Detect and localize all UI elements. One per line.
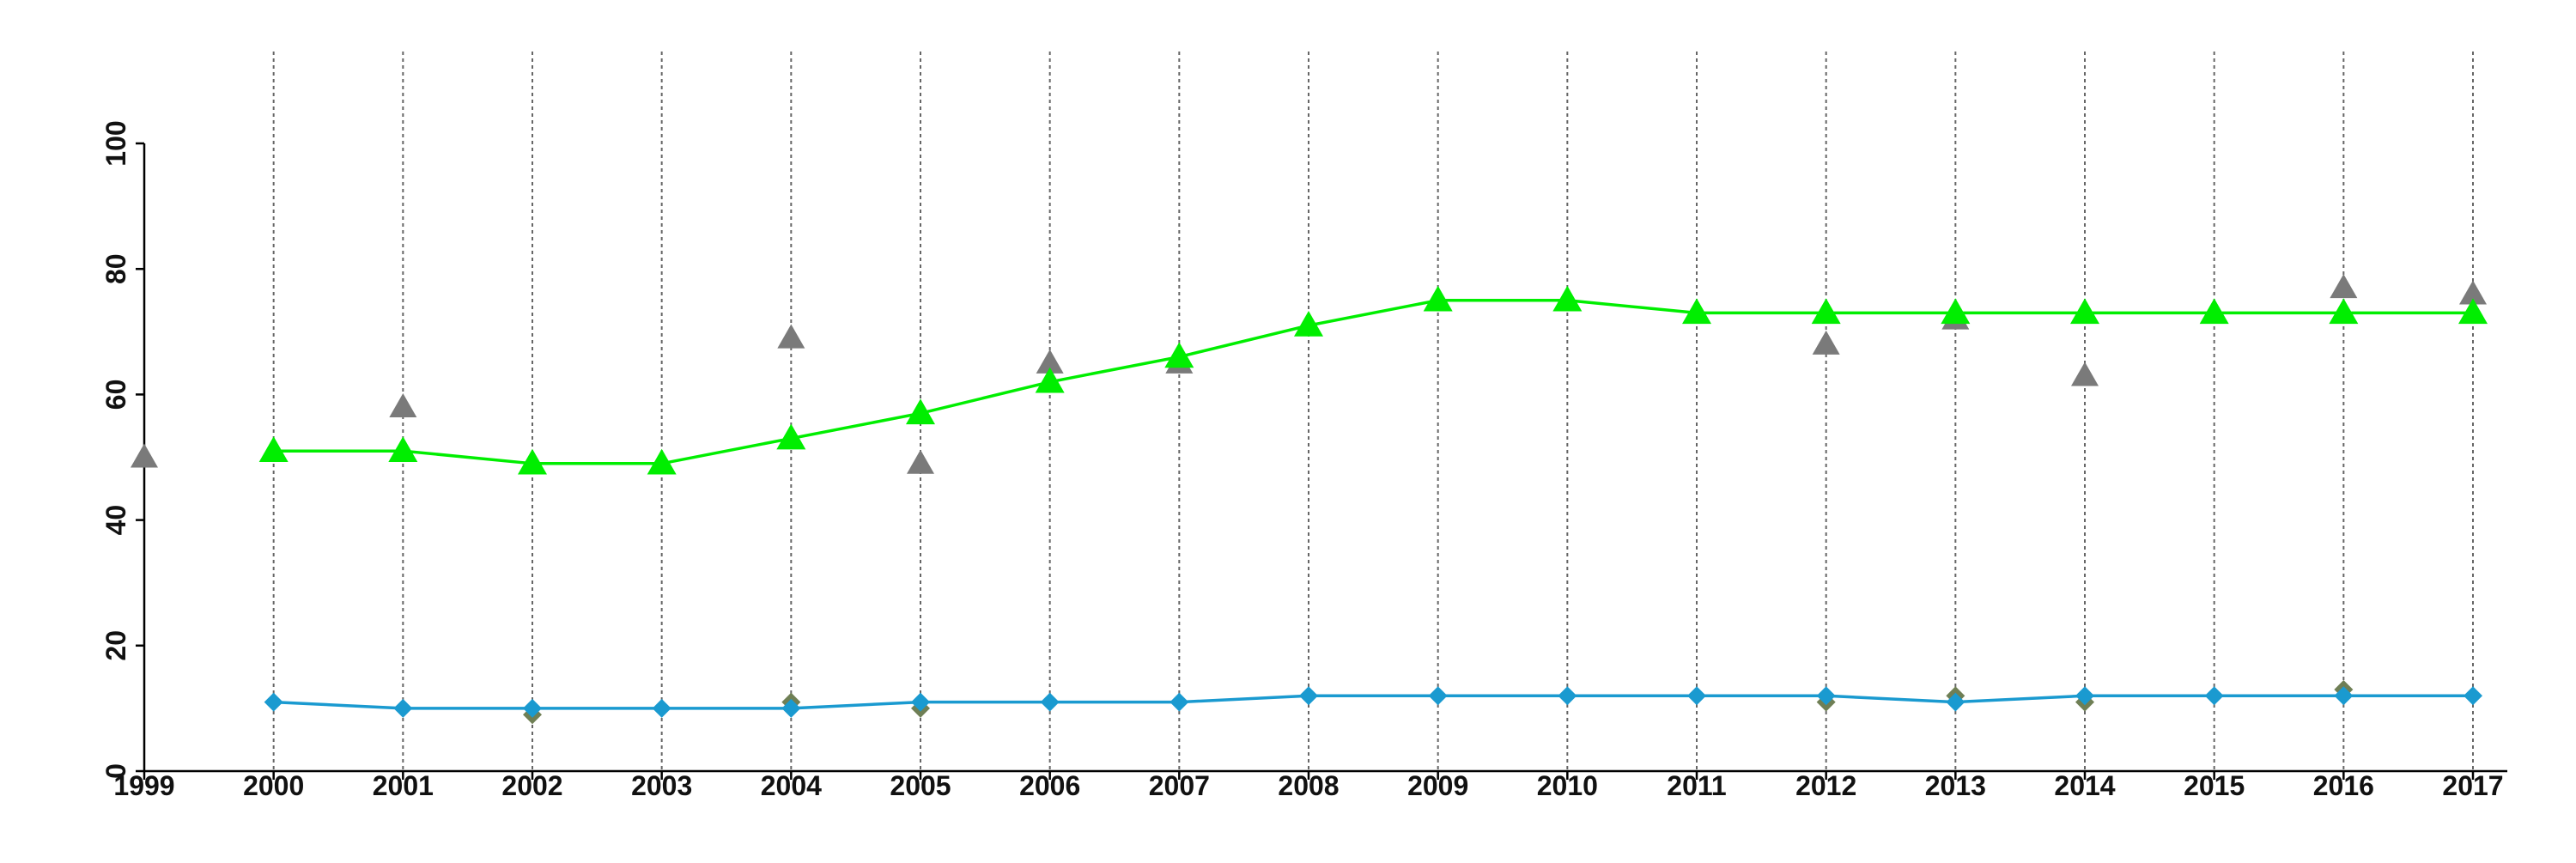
series-0-point-2014 — [2070, 298, 2099, 325]
series-0-point-2016 — [2329, 298, 2359, 325]
series-0-point-2000 — [258, 436, 289, 462]
series-2-point-2007 — [1170, 692, 1189, 712]
series-2-point-2010 — [1558, 686, 1577, 706]
x-tick-label-2012: 2012 — [1795, 770, 1856, 801]
series-0-line — [273, 299, 2473, 465]
series-2-point-2004 — [781, 698, 801, 718]
series-1-point-2017 — [2459, 280, 2487, 305]
x-tick-label-2009: 2009 — [1407, 770, 1468, 801]
series-2-point-2001 — [393, 698, 413, 718]
series-0-point-2004 — [776, 423, 806, 450]
x-tick-label-2017: 2017 — [2442, 770, 2503, 801]
series-1-point-2005 — [907, 449, 934, 474]
y-tick-label-80: 80 — [100, 253, 131, 284]
series-2-point-2008 — [1299, 686, 1318, 706]
series-0-point-2017 — [2458, 298, 2488, 325]
series-0-point-2007 — [1164, 342, 1194, 368]
series-2-point-2016 — [2334, 686, 2354, 706]
grid — [272, 52, 2474, 771]
series-0-point-2002 — [518, 448, 547, 475]
series-2-point-2006 — [1040, 692, 1060, 712]
series-2-point-2014 — [2075, 686, 2094, 706]
series-1-point-2006 — [1036, 349, 1064, 374]
x-tick-label-2008: 2008 — [1278, 770, 1339, 801]
x-tick-label-2014: 2014 — [2054, 770, 2115, 801]
x-tick-label-2013: 2013 — [1925, 770, 1986, 801]
series-1-point-2004 — [777, 324, 805, 349]
series-0-point-2009 — [1423, 285, 1453, 312]
y-tick-label-20: 20 — [100, 630, 131, 661]
series-0-point-2012 — [1811, 298, 1841, 325]
series-0-point-2010 — [1552, 285, 1583, 312]
x-tick-label-2011: 2011 — [1667, 770, 1726, 801]
series-2-point-2015 — [2204, 686, 2224, 706]
x-tick-label-2002: 2002 — [501, 770, 562, 801]
y-tick-label-100: 100 — [100, 120, 131, 166]
series-2-point-2000 — [264, 692, 283, 712]
x-tick-label-2003: 2003 — [631, 770, 692, 801]
series-2-point-2009 — [1428, 686, 1448, 706]
series-2-point-2012 — [1816, 686, 1836, 706]
series-2-point-2013 — [1946, 692, 1965, 712]
series-0-point-2006 — [1035, 367, 1065, 393]
series-2-point-2011 — [1687, 686, 1706, 706]
series-0-point-2003 — [647, 448, 677, 475]
series-0-point-2005 — [906, 398, 935, 425]
series-1-point-1999 — [131, 443, 158, 468]
y-tick-label-40: 40 — [100, 505, 131, 536]
series-2-point-2017 — [2464, 686, 2482, 706]
axes: 0 20 40 60 80 100 1999 2000 2001 2002 2003 2004 2005… — [100, 120, 2507, 801]
series-2-point-2002 — [523, 698, 542, 718]
x-tick-label-2016: 2016 — [2313, 770, 2374, 801]
x-tick-label-2010: 2010 — [1537, 770, 1598, 801]
series-1-point-2014 — [2071, 362, 2099, 386]
y-tick-label-0: 0 — [100, 763, 131, 779]
x-tick-label-2000: 2000 — [243, 770, 304, 801]
x-tick-label-2004: 2004 — [761, 770, 822, 801]
series — [131, 274, 2488, 725]
x-tick-label-2005: 2005 — [890, 770, 951, 801]
series-0-point-2001 — [388, 436, 418, 462]
series-2-point-2005 — [911, 692, 930, 712]
x-tick-label-2015: 2015 — [2184, 770, 2245, 801]
x-tick-label-2001: 2001 — [373, 770, 434, 801]
x-tick-label-2007: 2007 — [1149, 770, 1210, 801]
series-1-point-2001 — [389, 393, 417, 418]
x-tick-label-1999: 1999 — [113, 770, 174, 801]
series-2-line — [273, 694, 2473, 710]
series-0-point-2015 — [2199, 298, 2229, 325]
series-0-point-2013 — [1941, 298, 1971, 325]
y-tick-label-60: 60 — [100, 380, 131, 410]
series-0-point-2011 — [1682, 298, 1711, 325]
x-tick-label-2006: 2006 — [1019, 770, 1080, 801]
series-0-point-2008 — [1294, 310, 1323, 337]
series-1-point-2016 — [2330, 274, 2358, 299]
series-1-point-2012 — [1812, 330, 1840, 355]
series-2-point-2003 — [652, 698, 671, 718]
